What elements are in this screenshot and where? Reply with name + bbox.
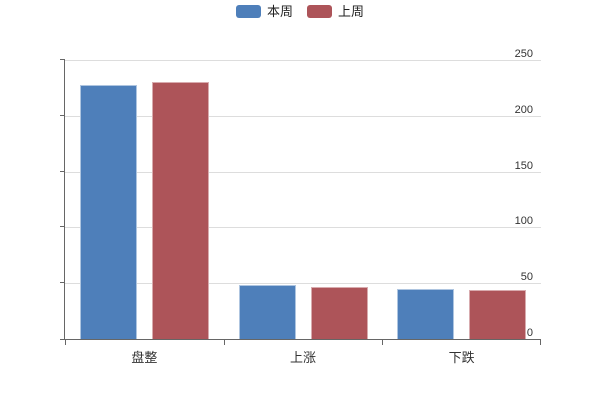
bar-group-下跌 [382,60,541,339]
x-axis-label: 盘整 [131,350,158,365]
x-axis-tick [65,339,66,345]
bar-本周-下跌[interactable] [397,288,455,339]
gridline [65,283,541,285]
y-axis-tick [60,282,65,284]
x-axis-label: 下跌 [448,350,475,365]
bar-本周-盘整[interactable] [79,84,137,339]
y-axis-tick [60,114,65,116]
gridline [65,115,541,117]
bar-上周-盘整[interactable] [151,82,209,339]
legend-swatch-icon [235,5,261,18]
bar-group-盘整 [65,60,224,339]
y-axis-label: 150 [514,159,533,172]
y-axis-label: 100 [514,215,533,228]
legend-label: 本周 [266,4,293,19]
y-axis-tick [60,170,65,172]
x-axis-label: 上涨 [289,350,316,365]
bar-group-上涨 [224,60,383,339]
legend: 本周 上周 [0,5,600,18]
gridline [65,227,541,229]
bar-上周-上涨[interactable] [310,286,368,339]
bar-groups [65,60,541,339]
x-axis-tick [223,339,225,345]
gridline [65,60,541,61]
legend-item-本周[interactable]: 本周 [235,4,293,19]
y-axis-label: 0 [526,327,533,339]
y-axis-label: 250 [514,48,533,60]
gridline [65,171,541,173]
plot-area: 0 50 100 150 200 250 盘整 上涨 下跌 [60,48,541,365]
bar-上周-下跌[interactable] [469,289,527,339]
x-axis-tick [540,339,541,345]
legend-label: 上周 [338,4,365,19]
x-axis-tick [382,339,384,345]
y-axis-tick [60,226,65,228]
y-axis-label: 200 [514,103,533,116]
y-axis-tick [60,339,65,340]
legend-item-上周[interactable]: 上周 [307,5,364,18]
legend-swatch-icon [307,5,332,18]
bar-本周-上涨[interactable] [238,285,296,339]
y-axis-tick [60,59,65,60]
y-axis-label: 50 [520,271,533,284]
